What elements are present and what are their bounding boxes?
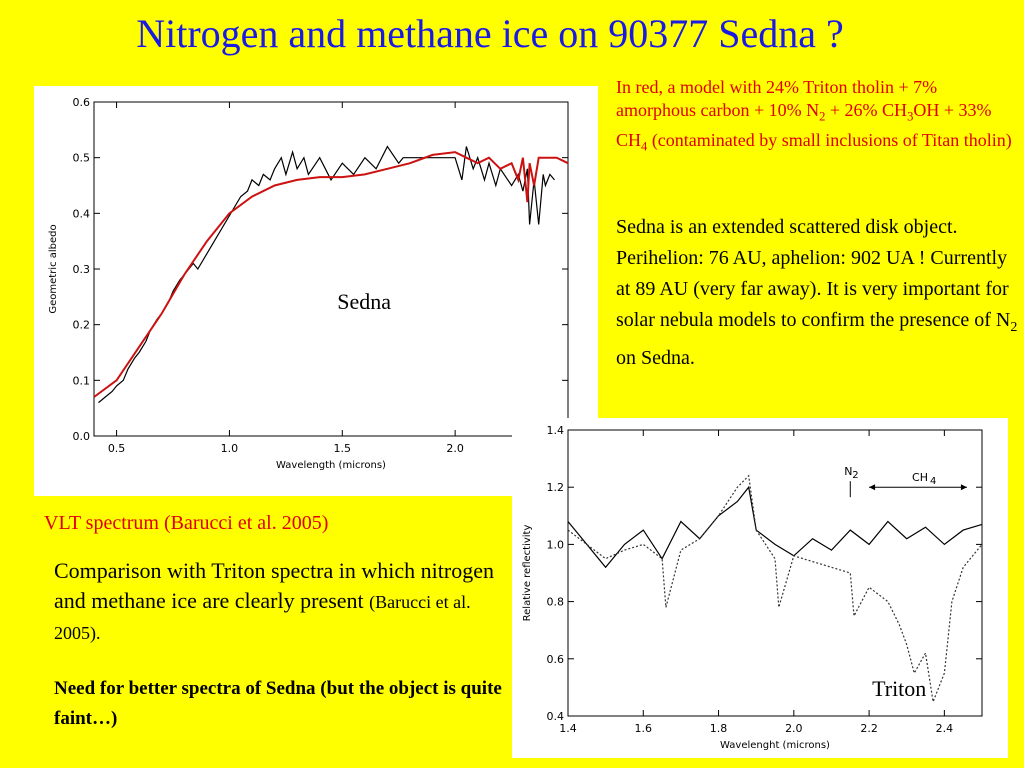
x-axis-label: Wavelength (microns) — [276, 460, 386, 471]
series-line-dotted — [567, 474, 983, 704]
info-text: Sedna is an extended scattered disk obje… — [616, 216, 1011, 331]
x-tick-label: 2.4 — [936, 722, 954, 735]
y-tick-label: 0.2 — [73, 319, 91, 332]
y-tick-label: 0.4 — [73, 207, 91, 220]
y-tick-label: 1.0 — [547, 538, 565, 551]
comparison-paragraph: Comparison with Triton spectra in which … — [54, 556, 504, 648]
model-text-4: (contaminated by small inclusions of Tit… — [647, 129, 1012, 150]
x-tick-label: 1.8 — [710, 722, 728, 735]
model-text-1: In red, a model with 24% Triton tholin +… — [616, 77, 938, 120]
vlt-caption: VLT spectrum (Barucci et al. 2005) — [44, 512, 329, 534]
n2-label: N — [844, 465, 852, 478]
x-tick-label: 1.6 — [635, 722, 653, 735]
info-sub: 2 — [1010, 320, 1018, 335]
x-tick-label: 1.5 — [334, 442, 352, 455]
x-tick-label: 2.0 — [785, 722, 803, 735]
ch4-label: CH — [912, 471, 928, 484]
n2-label-sub: 2 — [852, 470, 858, 481]
y-tick-label: 0.5 — [73, 152, 91, 165]
x-tick-label: 0.5 — [108, 442, 126, 455]
plot-frame — [567, 429, 983, 717]
model-sub-3: 4 — [641, 139, 648, 154]
info-tail: on Sedna. — [616, 347, 695, 369]
x-tick-label: 2.2 — [860, 722, 878, 735]
sedna-chart-panel: 0.5 1.0 1.5 2.0 0.0 0.1 0.2 0.3 0.4 0.5 0.6 Wavelen… — [34, 86, 598, 496]
model-description: In red, a model with 24% Triton tholin +… — [616, 76, 1016, 158]
y-tick-label: 1.4 — [547, 424, 565, 437]
y-axis-label: Relative reflectivity — [522, 525, 533, 622]
y-tick-label: 0.4 — [547, 710, 565, 723]
comparison-text: Comparison with Triton spectra in which … — [54, 558, 494, 613]
y-tick-label: 0.6 — [73, 96, 91, 109]
y-tick-label: 0.1 — [73, 374, 91, 387]
triton-spectrum-chart: 1.4 1.6 1.8 2.0 2.2 2.4 0.4 0.6 0.8 1.0 1.2 1.4 Wave… — [522, 424, 983, 751]
y-tick-label: 0.3 — [73, 263, 91, 276]
y-tick-label: 0.6 — [547, 653, 565, 666]
chart-annotation: Sedna — [337, 289, 391, 314]
model-sub-1: 2 — [819, 109, 826, 124]
x-axis-label: Wavelenght (microns) — [720, 740, 830, 751]
ch4-arrow-left — [869, 484, 876, 491]
y-tick-label: 0.8 — [547, 596, 565, 609]
chart-annotation: Triton — [872, 676, 926, 701]
sedna-info-paragraph: Sedna is an extended scattered disk obje… — [616, 212, 1020, 374]
series-line-observed — [98, 145, 555, 404]
sedna-spectrum-chart: 0.5 1.0 1.5 2.0 0.0 0.1 0.2 0.3 0.4 0.5 0.6 Wavelen… — [48, 96, 569, 471]
x-tick-label: 2.0 — [446, 442, 464, 455]
model-text-2: + 26% CH — [825, 100, 908, 120]
model-text-3: OH + 33% CH — [616, 100, 992, 150]
y-tick-label: 0.0 — [73, 430, 91, 443]
ch4-arrow-right — [960, 484, 967, 491]
page-title: Nitrogen and methane ice on 90377 Sedna … — [136, 11, 844, 56]
conclusion-note: Need for better spectra of Sedna (but th… — [54, 678, 502, 729]
model-sub-2: 3 — [907, 109, 914, 124]
comparison-reference: (Barucci et al. 2005). — [54, 592, 471, 643]
y-axis-label: Geometric albedo — [48, 224, 59, 313]
triton-chart-panel: 1.4 1.6 1.8 2.0 2.2 2.4 0.4 0.6 0.8 1.0 1.2 1.4 Wave… — [512, 418, 1008, 758]
x-tick-label: 1.4 — [559, 722, 577, 735]
x-tick-label: 1.0 — [221, 442, 239, 455]
series-line-model — [93, 151, 569, 398]
y-tick-label: 1.2 — [547, 481, 565, 494]
ch4-label-sub: 4 — [930, 476, 936, 487]
series-line-solid — [567, 485, 983, 569]
plot-frame — [93, 101, 569, 437]
